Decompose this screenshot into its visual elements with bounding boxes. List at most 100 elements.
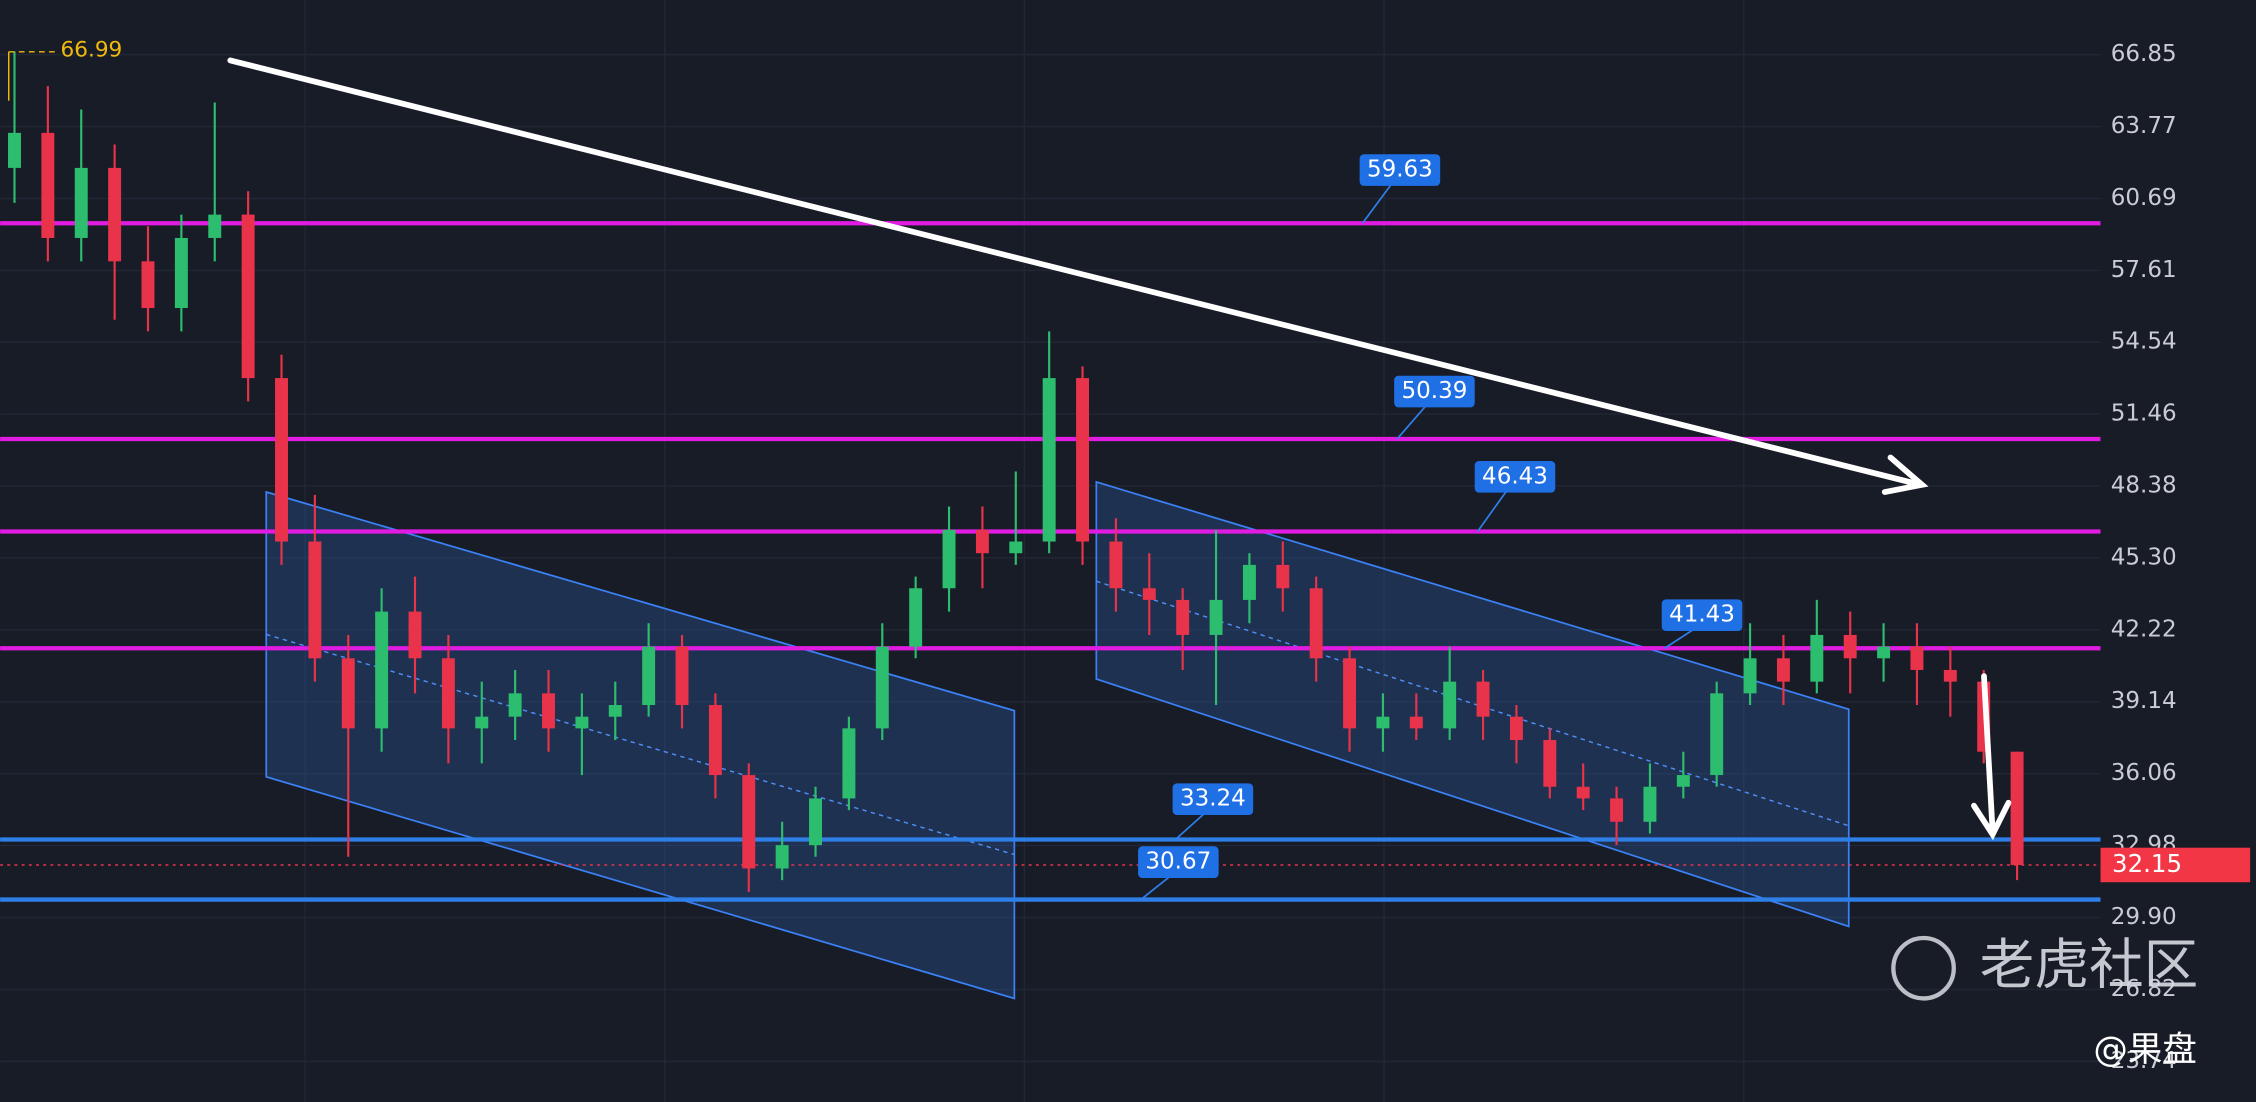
candle-body <box>975 529 989 554</box>
candle-body <box>942 529 956 589</box>
trend-arrow <box>227 57 1924 488</box>
level-label: 30.67 <box>1145 849 1211 875</box>
channel <box>1095 480 1850 928</box>
level-label: 41.43 <box>1669 602 1735 628</box>
y-tick-label: 23.74 <box>2111 1048 2177 1074</box>
level-label: 59.63 <box>1367 157 1433 183</box>
credit: @果盘 <box>2093 1030 2197 1070</box>
candle-body <box>441 658 455 729</box>
y-tick-label: 54.54 <box>2111 329 2177 355</box>
arrow-head <box>1971 799 2012 841</box>
candle-body <box>408 611 422 659</box>
candle-body <box>1576 786 1590 799</box>
y-tick-label: 39.14 <box>2111 688 2177 714</box>
candle-body <box>1276 564 1290 589</box>
candle-body <box>542 693 555 729</box>
label-leader <box>1476 490 1508 533</box>
last-price-label: 32.15 <box>2112 849 2182 878</box>
candle-body <box>1676 775 1690 787</box>
candle-body <box>1643 786 1657 822</box>
drop-arrow <box>1981 673 1996 835</box>
labels: 59.63 50.39 46.43 41.43 33.24 30.67 <box>1138 154 1743 901</box>
y-tick-label: 63.77 <box>2111 113 2177 139</box>
candle-body <box>909 588 923 647</box>
candle-body <box>375 611 389 729</box>
label-leader <box>1396 405 1427 440</box>
candle-body <box>1076 378 1090 542</box>
candle-body <box>275 378 288 542</box>
candle-body <box>174 237 188 309</box>
level-label: 50.39 <box>1402 378 1468 404</box>
level-badge <box>1138 846 1219 878</box>
candle-body <box>2010 751 2024 865</box>
channels <box>265 480 1850 1000</box>
axis-bg <box>2100 0 2256 1102</box>
candle-body <box>1543 740 1557 787</box>
level-label: 46.43 <box>1482 463 1548 489</box>
level-badge <box>1474 461 1556 493</box>
y-tick-label: 66.85 <box>2111 41 2177 67</box>
y-tick-label: 36.06 <box>2111 760 2177 786</box>
level-label: 33.24 <box>1180 786 1246 812</box>
candle-body <box>842 728 856 799</box>
candle-body <box>1109 541 1123 589</box>
y-tick-label: 57.61 <box>2111 257 2177 283</box>
y-tick-label: 42.22 <box>2111 616 2177 642</box>
y-tick-label: 51.46 <box>2111 401 2177 427</box>
candle-body <box>1376 716 1390 729</box>
candle-body <box>809 798 823 846</box>
candle-body <box>1810 634 1824 682</box>
y-tick-label: 29.90 <box>2111 904 2177 930</box>
candle-body <box>1509 716 1523 741</box>
candle-body <box>642 646 656 706</box>
arrow-head <box>1881 454 1929 495</box>
logo <box>1891 935 1956 1001</box>
candle-body <box>1209 599 1223 635</box>
last-price-badge <box>2100 847 2251 883</box>
label-leader <box>1140 875 1171 901</box>
candle-body <box>1776 658 1790 682</box>
candle-body <box>341 658 355 729</box>
candle-body <box>1009 541 1023 554</box>
candle-body <box>74 167 88 238</box>
channel-mid <box>266 633 1015 856</box>
candle-body <box>708 705 722 776</box>
candle-body <box>1142 588 1156 600</box>
candle-body <box>8 132 21 168</box>
level-badge <box>1359 154 1441 186</box>
candle-body <box>475 716 489 729</box>
candle-body <box>742 775 756 869</box>
candle-body <box>1910 646 1924 670</box>
candle-body <box>1343 658 1357 729</box>
watermark: 老虎社区 <box>1980 932 2199 996</box>
candle-body <box>241 214 255 379</box>
candle-body <box>1476 681 1490 717</box>
y-tick-label: 26.82 <box>2111 976 2177 1002</box>
candle-body <box>608 705 622 717</box>
label-leader <box>1664 628 1694 649</box>
y-tick-label: 60.69 <box>2111 185 2177 211</box>
candle-body <box>108 167 122 262</box>
candle-body <box>875 646 889 729</box>
label-leader <box>1361 183 1392 224</box>
candle-body <box>41 132 55 238</box>
candle-body <box>1843 634 1857 659</box>
candle-body <box>1309 588 1323 659</box>
candles <box>8 51 2024 892</box>
candle-body <box>1877 646 1891 659</box>
candle-body <box>1242 564 1256 600</box>
candle-body <box>1042 378 1056 542</box>
y-tick-label: 48.38 <box>2111 472 2177 498</box>
arrows <box>227 57 2012 841</box>
candle-body <box>1943 669 1957 682</box>
candle-body <box>675 646 689 706</box>
level-badge <box>1172 783 1254 816</box>
candle-body <box>208 214 222 238</box>
candle-body <box>308 541 322 659</box>
candle-body <box>1610 798 1624 822</box>
label-leader <box>1174 812 1205 841</box>
y-tick-label: 45.30 <box>2111 544 2177 570</box>
